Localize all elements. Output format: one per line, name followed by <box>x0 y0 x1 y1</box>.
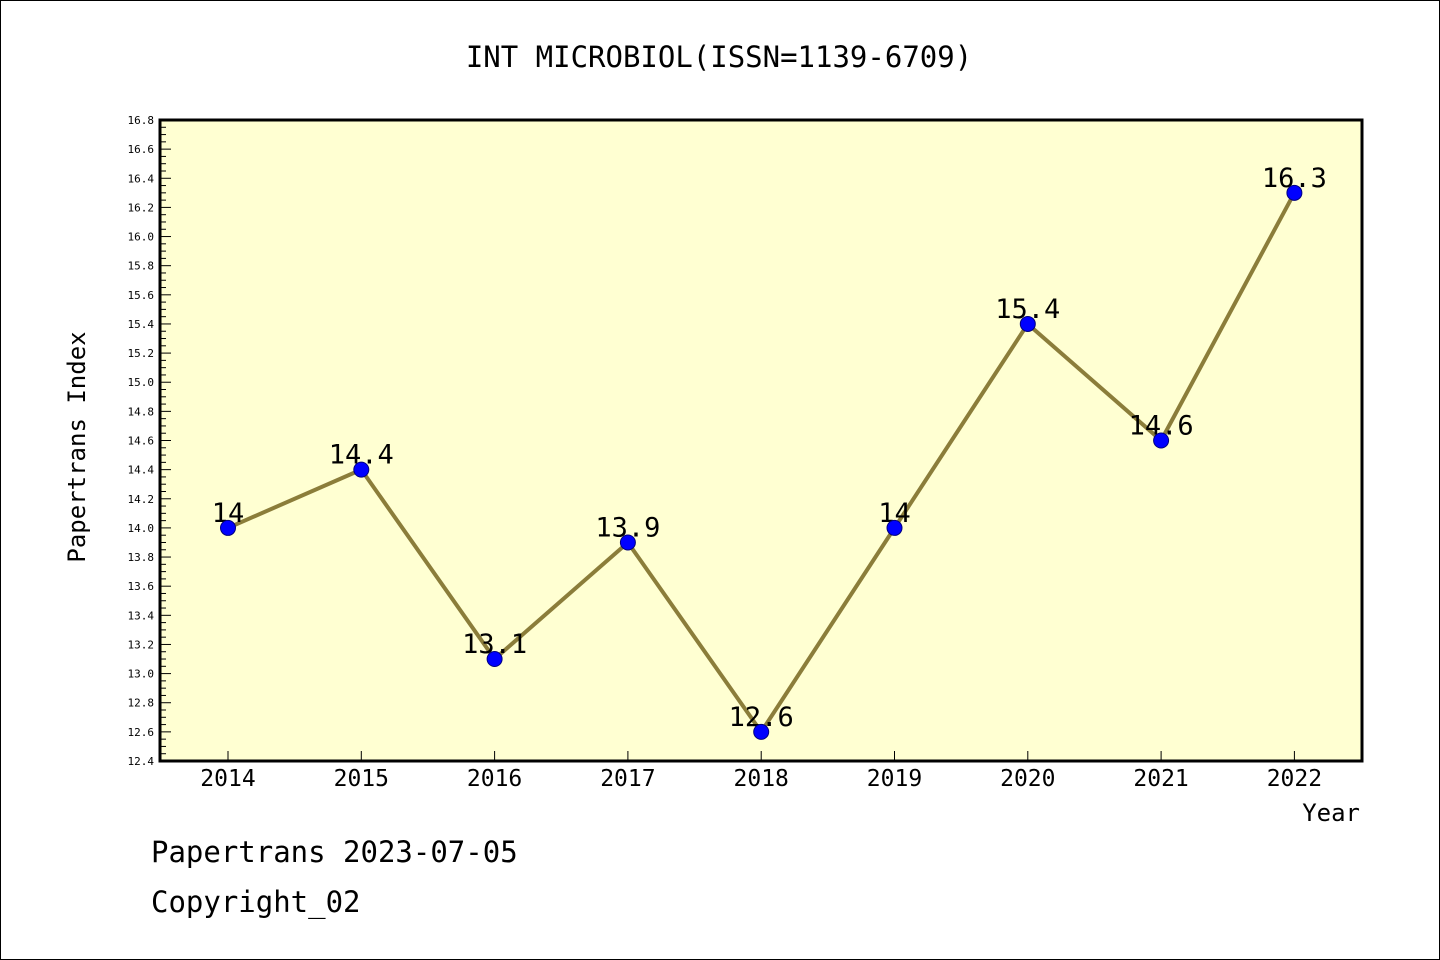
x-tick-label: 2015 <box>334 766 389 792</box>
y-tick-label: 15.2 <box>128 347 155 360</box>
y-tick-label: 13.0 <box>128 668 155 681</box>
y-tick-label: 14.2 <box>128 493 155 506</box>
x-tick-label: 2021 <box>1133 766 1188 792</box>
x-tick-label: 2017 <box>600 766 655 792</box>
data-point <box>220 519 236 536</box>
x-tick-label: 2016 <box>467 766 522 792</box>
data-point <box>886 519 903 536</box>
y-tick-label: 16.6 <box>128 143 155 156</box>
y-tick-label: 14.8 <box>128 405 155 418</box>
y-tick-label: 16.4 <box>128 172 155 185</box>
y-tick-label: 15.8 <box>128 260 155 273</box>
y-tick-label: 16.2 <box>128 201 155 214</box>
y-tick-label: 14.6 <box>128 435 155 448</box>
y-tick-label: 16.8 <box>128 114 155 127</box>
y-tick-label: 12.6 <box>128 726 155 739</box>
y-tick-label: 15.4 <box>128 318 155 331</box>
y-axis: 12.4 12.6 12.8 13.0 13.2 13.4 13.6 13.8 14.0 14.2… <box>128 114 171 768</box>
x-axis-title: Year <box>1302 799 1360 827</box>
y-tick-label: 13.8 <box>128 551 155 564</box>
y-tick-label: 13.2 <box>128 638 155 651</box>
y-tick-label: 14.4 <box>128 464 155 477</box>
chart-title: INT MICROBIOL(ISSN=1139-6709) <box>466 40 972 74</box>
y-tick-label: 16.0 <box>128 231 155 244</box>
y-tick-label: 13.4 <box>128 609 155 622</box>
data-point <box>1153 432 1170 449</box>
x-tick-label: 2018 <box>734 766 789 792</box>
y-tick-label: 14.0 <box>128 522 155 535</box>
data-point <box>1286 184 1303 201</box>
y-tick-label: 15.6 <box>128 289 155 302</box>
source-date-text: Papertrans 2023-07-05 <box>151 835 518 869</box>
x-tick-label: 2014 <box>200 766 255 792</box>
data-markers <box>220 184 1303 740</box>
copyright-text: Copyright_02 <box>151 885 361 919</box>
data-point <box>353 461 370 478</box>
x-tick-label: 2022 <box>1267 766 1322 792</box>
x-axis: 2014 2015 2016 2017 2018 2019 2020 2021 2022 <box>200 751 1322 792</box>
data-point <box>753 723 770 740</box>
y-tick-label: 15.0 <box>128 376 155 389</box>
data-point <box>1019 315 1036 332</box>
x-tick-label: 2020 <box>1000 766 1055 792</box>
y-tick-label: 12.4 <box>128 755 155 768</box>
y-axis-title: Papertrans Index <box>63 331 91 562</box>
data-point <box>619 534 636 551</box>
data-point <box>486 651 503 668</box>
y-tick-label: 13.6 <box>128 580 155 593</box>
x-tick-label: 2019 <box>867 766 922 792</box>
y-tick-label: 12.8 <box>128 697 155 710</box>
